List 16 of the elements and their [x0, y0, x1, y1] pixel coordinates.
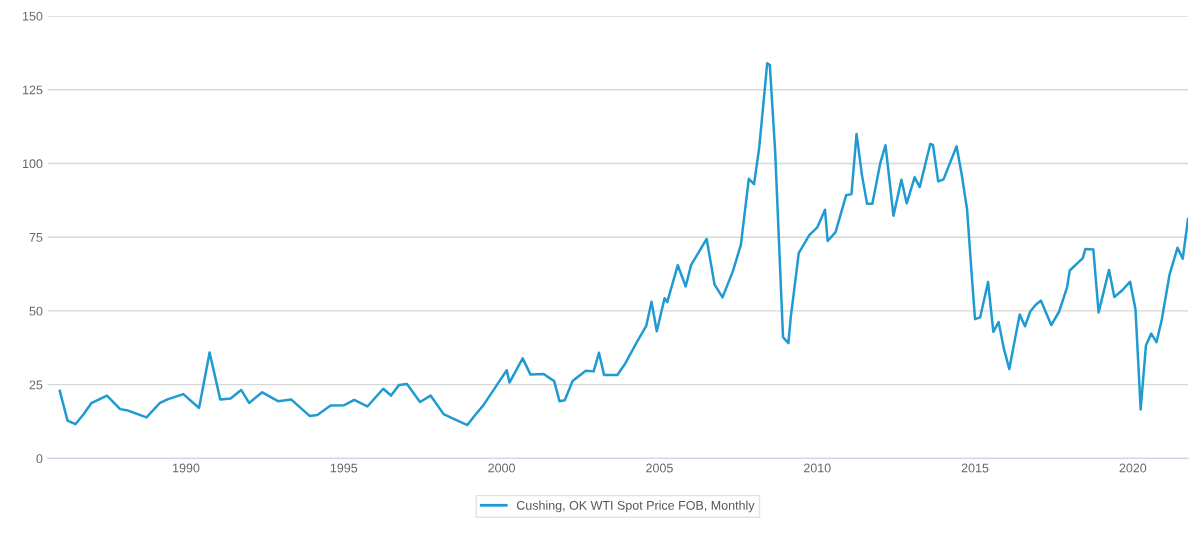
y-tick-label: 150	[23, 11, 43, 21]
x-tick-label: 2000	[488, 463, 515, 473]
line-series	[58, 61, 1189, 427]
y-tick-label: 25	[29, 380, 43, 390]
legend-label: Cushing, OK WTI Spot Price FOB, Monthly	[516, 500, 755, 513]
x-tick-label: 1990	[173, 463, 200, 473]
y-tick-label: 125	[23, 85, 43, 95]
y-tick-label: 75	[29, 233, 43, 242]
y-tick-label: 0	[36, 454, 43, 464]
x-tick-label: 2005	[646, 463, 673, 473]
y-tick-label: 50	[29, 306, 43, 316]
x-tick-label: 2010	[803, 463, 831, 473]
x-tick-label: 2015	[961, 463, 989, 473]
y-tick-label: 100	[23, 159, 43, 169]
x-tick-label: 2020	[1119, 463, 1147, 473]
x-tick-label: 1995	[330, 463, 358, 473]
